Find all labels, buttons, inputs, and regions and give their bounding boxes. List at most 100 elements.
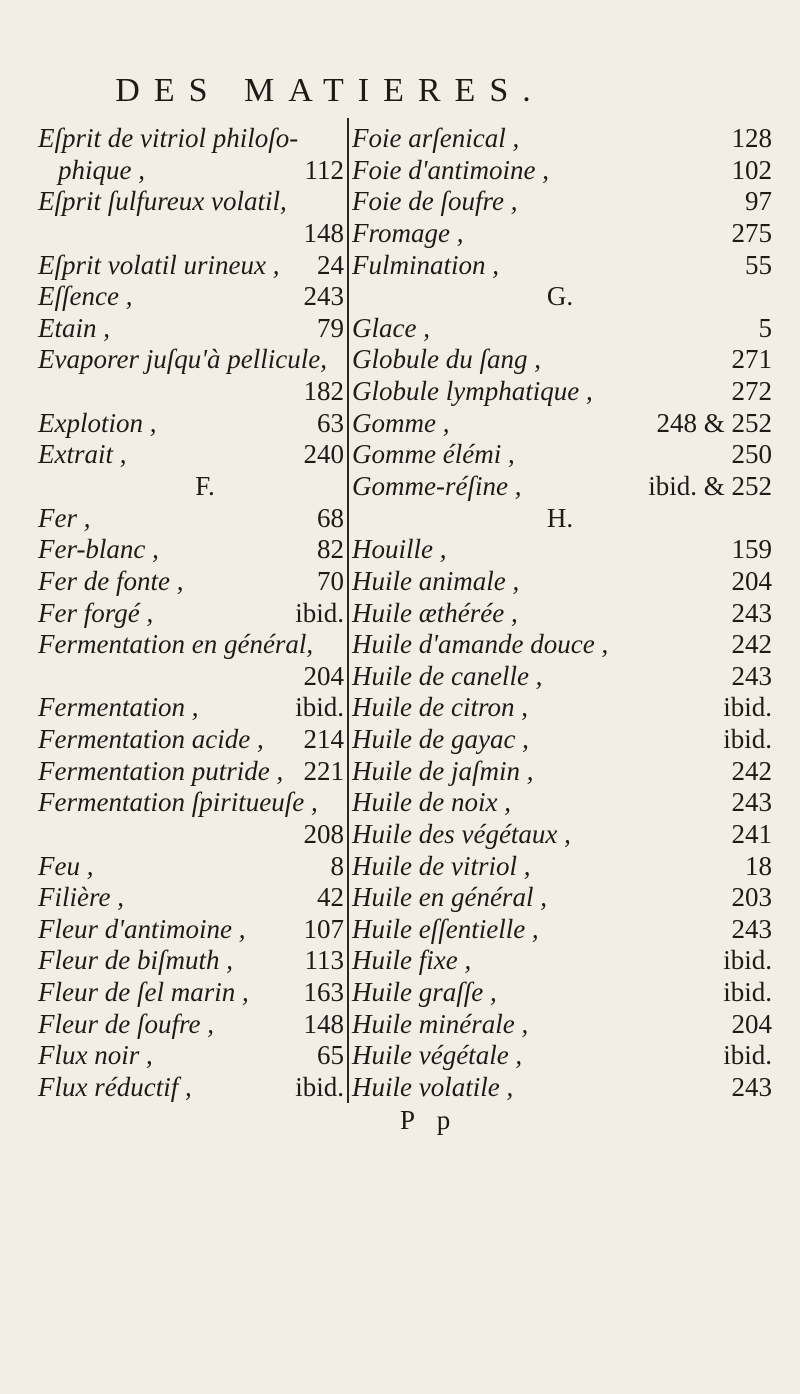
index-term: Fermentation acide ,: [38, 724, 264, 755]
index-term: Fleur de ſoufre ,: [38, 1008, 214, 1039]
index-term: Fer forgé ,: [38, 597, 154, 628]
index-term: Fleur de biſmuth ,: [38, 945, 233, 976]
page-number: 70: [317, 565, 344, 596]
page-number: 208: [303, 818, 345, 849]
page-number: 250: [731, 439, 773, 470]
page-number: 68: [317, 502, 344, 533]
index-term: Huile animale ,: [352, 565, 520, 596]
page-number: 204: [731, 565, 773, 596]
page-number: 128: [731, 123, 773, 153]
index-term: Eſprit ſulfureux volatil,: [38, 186, 287, 217]
page-number: 248 & 252: [656, 407, 772, 438]
index-term: Fer-blanc ,: [38, 534, 159, 565]
page-number: 18: [745, 850, 772, 881]
page-number: 241: [731, 818, 773, 849]
index-term: Eſprit de vitriol philoſo-: [38, 123, 299, 153]
index-term: Fulmination ,: [352, 249, 499, 280]
page-number: 65: [317, 1040, 344, 1071]
page-number: 203: [731, 882, 773, 913]
page-number: 243: [731, 597, 773, 628]
page-number: 242: [731, 755, 773, 786]
page-number: 113: [304, 945, 345, 976]
page-number: 79: [317, 312, 344, 343]
page-number: 204: [731, 1008, 773, 1039]
page-number: 240: [303, 439, 345, 470]
index-term: Huile minérale ,: [352, 1008, 529, 1039]
index-term: Globule du ſang ,: [352, 344, 541, 375]
page-number: 107: [303, 913, 345, 944]
index-term: Huile de vitriol ,: [352, 850, 531, 881]
index-term: Fer de fonte ,: [38, 565, 184, 596]
index-term: Huile æthérée ,: [352, 597, 518, 628]
page-number: ibid.: [723, 945, 772, 976]
page-number: ibid.: [295, 1072, 344, 1102]
index-term: Fermentation ſpiritueuſe ,: [38, 787, 318, 818]
section-letter: G.: [546, 281, 574, 312]
page-number: 159: [731, 534, 773, 565]
index-term: Gomme-réſine ,: [352, 470, 522, 501]
signature-mark: P p: [400, 1105, 459, 1135]
page-number: 102: [731, 154, 773, 185]
index-term: Huile fixe ,: [352, 945, 472, 976]
index-term: Houille ,: [352, 534, 447, 565]
page-number: 275: [731, 217, 773, 248]
index-term: Huile eſſentielle ,: [352, 913, 539, 944]
page-number: 243: [731, 913, 773, 944]
index-term: Flux noir ,: [38, 1040, 153, 1071]
index-term: Fermentation en général,: [38, 629, 314, 660]
page-number: 24: [317, 249, 344, 280]
page-number: 163: [303, 977, 345, 1008]
page-number: 8: [330, 850, 345, 881]
index-term: Filière ,: [38, 882, 124, 913]
section-letter: F.: [195, 470, 215, 501]
page-number: 242: [731, 629, 773, 660]
index-term: Huile volatile ,: [352, 1072, 514, 1102]
page-number: 243: [731, 660, 773, 691]
page-number: ibid.: [295, 692, 344, 723]
page-number: 243: [731, 787, 773, 818]
page-number: 272: [731, 376, 773, 407]
page-number: 214: [303, 724, 345, 755]
page-number: 112: [304, 154, 345, 185]
page-number: 243: [731, 1072, 773, 1102]
page-number: 63: [317, 407, 344, 438]
page-number: ibid. & 252: [648, 470, 772, 501]
page-number: 271: [731, 344, 773, 375]
index-term: Huile graſſe ,: [352, 977, 497, 1008]
page-number: 5: [758, 312, 773, 343]
index-term: Huile de citron ,: [352, 692, 528, 723]
index-term: Fer ,: [38, 502, 91, 533]
index-term: Huile de noix ,: [352, 787, 511, 818]
index-term: Foie arſenical ,: [352, 123, 520, 153]
index-term: Eſſence ,: [38, 281, 133, 312]
page-number: ibid.: [723, 1040, 772, 1071]
index-term: Globule lymphatique ,: [352, 376, 593, 407]
page-number: 243: [303, 281, 345, 312]
index-term: Etain ,: [38, 312, 110, 343]
index-term: Gomme élémi ,: [352, 439, 515, 470]
index-term: Huile de jaſmin ,: [352, 755, 534, 786]
index-term: Huile végétale ,: [352, 1040, 523, 1071]
page-number: 148: [303, 1008, 345, 1039]
page-number: 55: [745, 249, 772, 280]
index-term: Fermentation ,: [38, 692, 199, 723]
index-term: Foie d'antimoine ,: [352, 154, 549, 185]
index-term: Evaporer juſqu'à pellicule,: [38, 344, 327, 375]
index-term: Explotion ,: [38, 407, 157, 438]
index-term: Foie de ſoufre ,: [352, 186, 518, 217]
page-number: ibid.: [723, 692, 772, 723]
index-term: Extrait ,: [38, 439, 127, 470]
index-term: Huile de canelle ,: [352, 660, 543, 691]
index-term: Fermentation putride ,: [38, 755, 284, 786]
index-term: Fleur d'antimoine ,: [38, 913, 246, 944]
index-term: Huile des végétaux ,: [352, 818, 571, 849]
index-term: Feu ,: [38, 850, 94, 881]
index-term: phique ,: [58, 154, 145, 185]
page-number: ibid.: [723, 724, 772, 755]
index-term: Huile en général ,: [352, 882, 547, 913]
page-number: 42: [317, 882, 344, 913]
index-term: Eſprit volatil urineux ,: [38, 249, 280, 280]
column-divider: [347, 118, 349, 1103]
page-number: 204: [303, 660, 345, 691]
